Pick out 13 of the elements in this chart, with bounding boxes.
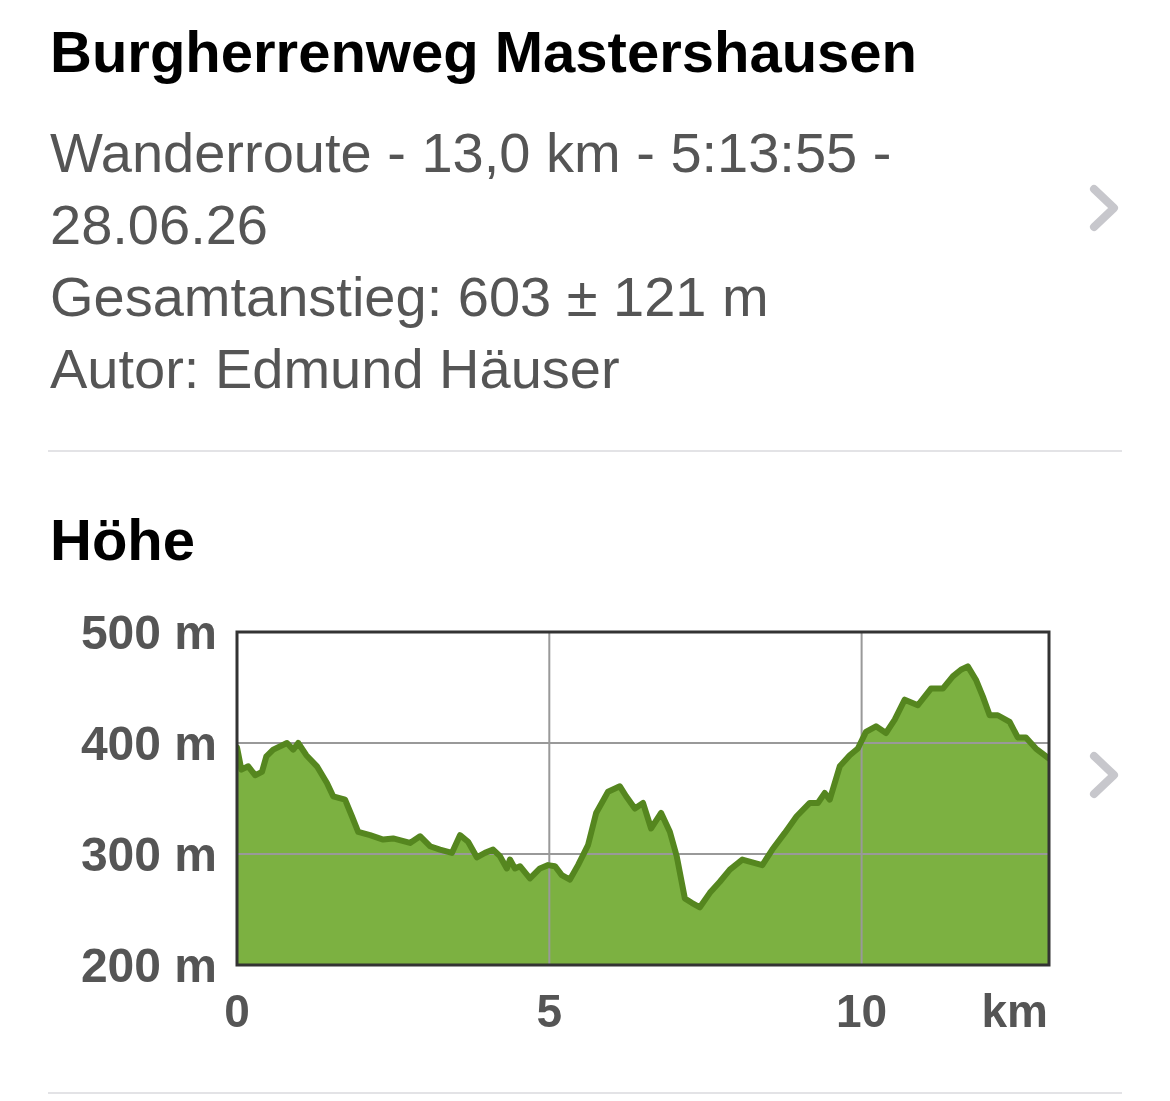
x-axis-title: km	[981, 985, 1048, 1037]
text: Autor: Edmund Häuser	[50, 337, 620, 400]
x-tick-label: 5	[536, 985, 563, 1037]
text: Gesamtanstieg: 603 ± 121 m	[50, 265, 769, 328]
y-tick-label: 300 m	[80, 827, 217, 881]
y-tick-label: 500 m	[80, 605, 217, 659]
y-tick-label: 400 m	[80, 716, 217, 770]
text: Burgherrenweg Mastershausen	[50, 19, 918, 84]
x-tick-label: 10	[836, 985, 888, 1037]
chart-title: Höhe	[50, 507, 195, 572]
y-tick-label: 200 m	[80, 938, 217, 992]
x-tick-label: 0	[224, 985, 250, 1037]
text: Wanderroute - 13,0 km - 5:13:55 - 28.06.26	[50, 121, 892, 256]
